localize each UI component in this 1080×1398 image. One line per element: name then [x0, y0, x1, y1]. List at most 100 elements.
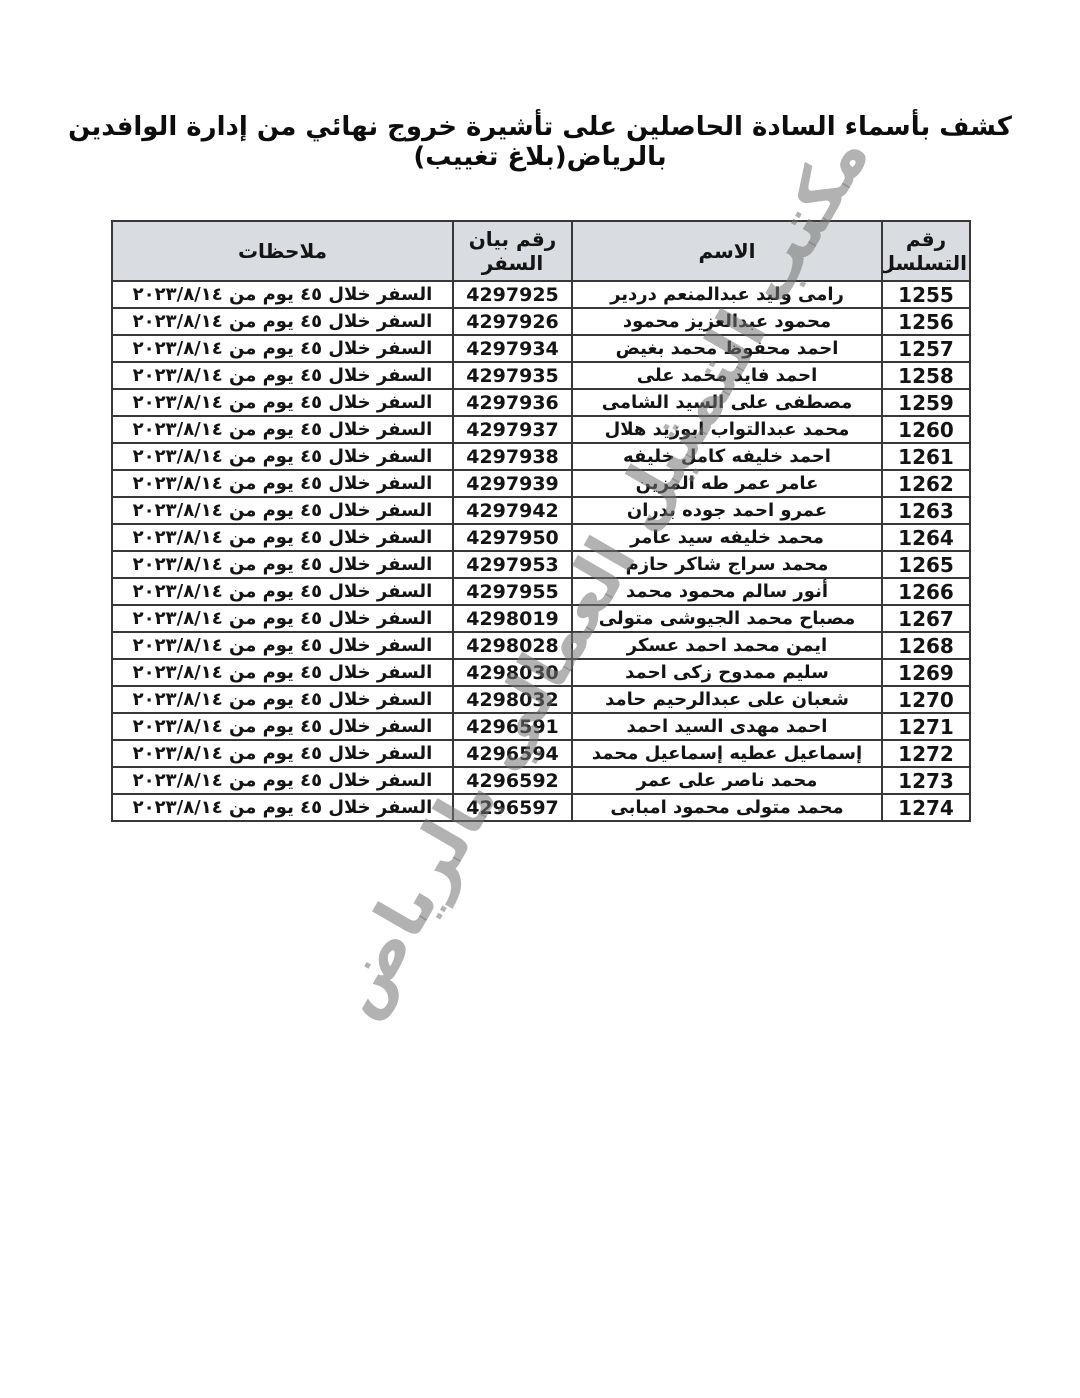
name-cell: أنور سالم محمود محمد [571, 577, 883, 606]
serial-cell: 1259 [881, 388, 971, 417]
table-row: 1274 محمد متولى محمود امبابى 4296597 السفر … [111, 793, 971, 822]
travel-number-cell: 4297935 [452, 361, 573, 390]
travel-number-cell: 4297925 [452, 280, 573, 309]
serial-cell: 1256 [881, 307, 971, 336]
name-cell: احمد مهدى السيد احمد [571, 712, 883, 741]
travel-number-cell: 4297937 [452, 415, 573, 444]
name-cell: ايمن محمد احمد عسكر [571, 631, 883, 660]
table-row: 1271 احمد مهدى السيد احمد 4296591 السفر خلا… [111, 712, 971, 741]
travel-number-cell: 4298030 [452, 658, 573, 687]
notes-cell: السفر خلال ٤٥ يوم من ٢٠٢٣/٨/١٤ [111, 685, 454, 714]
serial-cell: 1264 [881, 523, 971, 552]
name-cell: مصباح محمد الجيوشى متولى [571, 604, 883, 633]
header-serial-number: رقم التسلسل [881, 220, 971, 282]
notes-cell: السفر خلال ٤٥ يوم من ٢٠٢٣/٨/١٤ [111, 550, 454, 579]
table-row: 1267 مصباح محمد الجيوشى متولى 4298019 السفر… [111, 604, 971, 633]
notes-cell: السفر خلال ٤٥ يوم من ٢٠٢٣/٨/١٤ [111, 766, 454, 795]
header-notes: ملاحظات [111, 220, 454, 282]
notes-cell: السفر خلال ٤٥ يوم من ٢٠٢٣/٨/١٤ [111, 604, 454, 633]
serial-cell: 1270 [881, 685, 971, 714]
serial-cell: 1260 [881, 415, 971, 444]
name-cell: احمد خليفه كامل خليفه [571, 442, 883, 471]
name-cell: احمد فايد محمد على [571, 361, 883, 390]
table-header: رقم التسلسل الاسم رقم بيان السفر ملاحظات [111, 220, 971, 282]
notes-cell: السفر خلال ٤٥ يوم من ٢٠٢٣/٨/١٤ [111, 523, 454, 552]
notes-cell: السفر خلال ٤٥ يوم من ٢٠٢٣/٨/١٤ [111, 307, 454, 336]
travel-number-cell: 4297942 [452, 496, 573, 525]
serial-cell: 1265 [881, 550, 971, 579]
travel-number-cell: 4296597 [452, 793, 573, 822]
page-title: كشف بأسماء السادة الحاصلين على تأشيرة خر… [68, 112, 1012, 172]
serial-cell: 1271 [881, 712, 971, 741]
serial-cell: 1262 [881, 469, 971, 498]
travel-number-cell: 4298019 [452, 604, 573, 633]
table-row: 1266 أنور سالم محمود محمد 4297955 السفر خلا… [111, 577, 971, 606]
travel-number-cell: 4297938 [452, 442, 573, 471]
name-cell: محمد متولى محمود امبابى [571, 793, 883, 822]
name-cell: محمود عبدالعزيز محمود [571, 307, 883, 336]
table-row: 1260 محمد عبدالتواب ابوزيد هلال 4297937 الس… [111, 415, 971, 444]
notes-cell: السفر خلال ٤٥ يوم من ٢٠٢٣/٨/١٤ [111, 496, 454, 525]
travel-number-cell: 4297926 [452, 307, 573, 336]
travel-number-cell: 4296594 [452, 739, 573, 768]
travel-number-cell: 4297939 [452, 469, 573, 498]
table-row: 1265 محمد سراج شاكر حازم 4297953 السفر خلال… [111, 550, 971, 579]
notes-cell: السفر خلال ٤٥ يوم من ٢٠٢٣/٨/١٤ [111, 793, 454, 822]
notes-cell: السفر خلال ٤٥ يوم من ٢٠٢٣/٨/١٤ [111, 442, 454, 471]
serial-cell: 1267 [881, 604, 971, 633]
name-cell: محمد عبدالتواب ابوزيد هلال [571, 415, 883, 444]
table-row: 1255 رامى وليد عبدالمنعم دردير 4297925 السف… [111, 280, 971, 309]
name-cell: إسماعيل عطيه إسماعيل محمد [571, 739, 883, 768]
table-row: 1269 سليم ممدوح زكى احمد 4298030 السفر خلال… [111, 658, 971, 687]
table-row: 1270 شعبان على عبدالرحيم حامد 4298032 السفر… [111, 685, 971, 714]
table-row: 1272 إسماعيل عطيه إسماعيل محمد 4296594 السف… [111, 739, 971, 768]
name-cell: احمد محفوظ محمد بغيض [571, 334, 883, 363]
notes-cell: السفر خلال ٤٥ يوم من ٢٠٢٣/٨/١٤ [111, 469, 454, 498]
travel-number-cell: 4297953 [452, 550, 573, 579]
travel-number-cell: 4296592 [452, 766, 573, 795]
travel-number-cell: 4296591 [452, 712, 573, 741]
table-row: 1262 عامر عمر طه المزين 4297939 السفر خلال … [111, 469, 971, 498]
notes-cell: السفر خلال ٤٥ يوم من ٢٠٢٣/٨/١٤ [111, 415, 454, 444]
header-travel-statement-number: رقم بيان السفر [452, 220, 573, 282]
travel-number-cell: 4298032 [452, 685, 573, 714]
notes-cell: السفر خلال ٤٥ يوم من ٢٠٢٣/٨/١٤ [111, 334, 454, 363]
table-row: 1256 محمود عبدالعزيز محمود 4297926 السفر خل… [111, 307, 971, 336]
header-row: رقم التسلسل الاسم رقم بيان السفر ملاحظات [111, 220, 971, 282]
exit-visa-table: رقم التسلسل الاسم رقم بيان السفر ملاحظات… [111, 220, 971, 822]
table-row: 1263 عمرو احمد جوده بدران 4297942 السفر خلا… [111, 496, 971, 525]
notes-cell: السفر خلال ٤٥ يوم من ٢٠٢٣/٨/١٤ [111, 712, 454, 741]
notes-cell: السفر خلال ٤٥ يوم من ٢٠٢٣/٨/١٤ [111, 739, 454, 768]
notes-cell: السفر خلال ٤٥ يوم من ٢٠٢٣/٨/١٤ [111, 361, 454, 390]
name-cell: محمد خليفه سيد عامر [571, 523, 883, 552]
table-row: 1264 محمد خليفه سيد عامر 4297950 السفر خلال… [111, 523, 971, 552]
table-row: 1259 مصطفى على السيد الشامى 4297936 السفر خ… [111, 388, 971, 417]
serial-cell: 1272 [881, 739, 971, 768]
serial-cell: 1255 [881, 280, 971, 309]
name-cell: رامى وليد عبدالمنعم دردير [571, 280, 883, 309]
table-row: 1273 محمد ناصر على عمر 4296592 السفر خلال ٤… [111, 766, 971, 795]
serial-cell: 1257 [881, 334, 971, 363]
name-cell: عمرو احمد جوده بدران [571, 496, 883, 525]
travel-number-cell: 4297936 [452, 388, 573, 417]
name-cell: محمد سراج شاكر حازم [571, 550, 883, 579]
serial-cell: 1269 [881, 658, 971, 687]
table-row: 1261 احمد خليفه كامل خليفه 4297938 السفر خل… [111, 442, 971, 471]
notes-cell: السفر خلال ٤٥ يوم من ٢٠٢٣/٨/١٤ [111, 631, 454, 660]
notes-cell: السفر خلال ٤٥ يوم من ٢٠٢٣/٨/١٤ [111, 388, 454, 417]
serial-cell: 1261 [881, 442, 971, 471]
serial-cell: 1268 [881, 631, 971, 660]
name-cell: عامر عمر طه المزين [571, 469, 883, 498]
travel-number-cell: 4297955 [452, 577, 573, 606]
table-row: 1258 احمد فايد محمد على 4297935 السفر خلال … [111, 361, 971, 390]
name-cell: محمد ناصر على عمر [571, 766, 883, 795]
header-name: الاسم [571, 220, 883, 282]
table-row: 1268 ايمن محمد احمد عسكر 4298028 السفر خلال… [111, 631, 971, 660]
notes-cell: السفر خلال ٤٥ يوم من ٢٠٢٣/٨/١٤ [111, 280, 454, 309]
table-row: 1257 احمد محفوظ محمد بغيض 4297934 السفر خلا… [111, 334, 971, 363]
name-cell: سليم ممدوح زكى احمد [571, 658, 883, 687]
notes-cell: السفر خلال ٤٥ يوم من ٢٠٢٣/٨/١٤ [111, 658, 454, 687]
serial-cell: 1258 [881, 361, 971, 390]
serial-cell: 1274 [881, 793, 971, 822]
